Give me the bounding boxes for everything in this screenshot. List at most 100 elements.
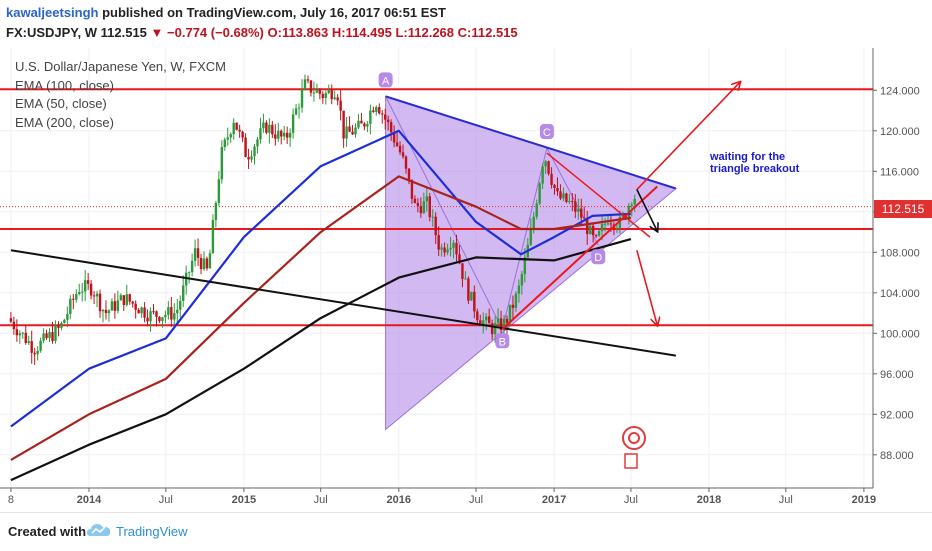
candle-body: [131, 301, 134, 304]
ema-line: [10, 175, 632, 461]
candle-body: [72, 298, 75, 300]
tradingview-cloud-icon: [86, 522, 112, 545]
candle-body: [211, 220, 215, 254]
candle-body: [425, 196, 428, 202]
time-tick-label: Jul: [779, 494, 793, 506]
candle-body: [220, 147, 224, 180]
candle-body: [104, 309, 108, 314]
ema-lines: [10, 129, 632, 482]
candle-body: [384, 114, 387, 120]
candle-body: [470, 291, 473, 301]
candle-body: [547, 161, 550, 174]
candle-body: [571, 201, 574, 203]
candle-body: [176, 309, 179, 314]
chart-legend: U.S. Dollar/Japanese Yen, W, FXCM EMA (1…: [15, 58, 226, 132]
candle-body: [208, 253, 212, 269]
candlesticks: [9, 74, 636, 365]
candle-body: [69, 298, 72, 315]
candle-body: [107, 310, 111, 314]
annotation-line-2: triangle breakout: [710, 163, 800, 175]
price-tick-label: 116.000: [880, 166, 919, 178]
candle-body: [354, 127, 357, 135]
projection-arrow: [636, 82, 740, 191]
candle-body: [196, 248, 200, 258]
tradingview-link[interactable]: TradingView: [116, 524, 188, 539]
projection-arrow: [636, 250, 657, 325]
author-link[interactable]: kawaljeetsingh: [6, 5, 99, 20]
candle-body: [490, 323, 494, 335]
candle-body: [51, 332, 54, 342]
candle-body: [161, 317, 164, 322]
candle-body: [226, 137, 229, 140]
candle-body: [48, 332, 51, 339]
price-tick-label: 124.000: [880, 85, 920, 97]
symbol-label: FX:USDJPY, W: [6, 25, 98, 40]
candle-body: [565, 193, 568, 202]
published-text: published on TradingView.com, July 16, 2…: [98, 5, 446, 20]
candle-body: [479, 320, 482, 326]
candle-body: [155, 311, 158, 317]
candle-body: [113, 301, 117, 311]
candle-body: [556, 188, 559, 192]
candle-body: [440, 247, 443, 250]
ema-line: [10, 129, 631, 428]
legend-ema200[interactable]: EMA (200, close): [15, 114, 114, 130]
projection-arrow: [636, 189, 657, 232]
candle-body: [280, 130, 283, 137]
candle-body: [182, 285, 185, 301]
candle-body: [574, 201, 577, 212]
candle-body: [336, 97, 339, 101]
candle-body: [389, 122, 393, 133]
candle-body: [348, 126, 351, 132]
candle-body: [21, 332, 24, 334]
pattern-point-label: D: [594, 252, 602, 264]
candle-body: [407, 168, 411, 180]
candle-body: [502, 318, 506, 331]
candle-body: [259, 128, 262, 140]
triangle-leg: [501, 147, 548, 330]
candle-body: [360, 120, 363, 124]
candle-body: [268, 124, 271, 133]
candle-body: [633, 198, 636, 205]
close-value: C:112.515: [457, 25, 518, 40]
candle-body: [75, 294, 78, 300]
candle-body: [493, 322, 497, 335]
pattern-point-badge: [539, 124, 554, 140]
candle-body: [505, 318, 509, 324]
candle-body: [499, 318, 503, 331]
candle-body: [630, 204, 633, 206]
watermark-ring-inner: [628, 432, 640, 444]
triangle-shading: [385, 95, 677, 431]
candle-body: [485, 316, 488, 321]
pattern-point-label: A: [382, 75, 390, 87]
pattern-point-label: C: [543, 127, 551, 139]
candle-body: [597, 231, 601, 236]
candle-body: [238, 129, 241, 132]
candle-body: [137, 309, 140, 314]
candle-body: [140, 307, 143, 314]
candle-body: [199, 257, 203, 270]
candle-body: [42, 333, 45, 341]
candle-body: [45, 333, 48, 339]
candle-body: [229, 134, 232, 138]
candle-body: [473, 291, 476, 312]
pattern-labels: A B C D: [378, 72, 606, 349]
candle-body: [482, 320, 485, 326]
candle-body: [149, 311, 152, 322]
legend-ema100[interactable]: EMA (100, close): [15, 77, 114, 93]
legend-ema50[interactable]: EMA (50, close): [15, 96, 107, 111]
candle-body: [553, 184, 556, 189]
candle-body: [158, 316, 161, 322]
candle-body: [33, 352, 36, 355]
candle-body: [375, 107, 378, 112]
candle-body: [86, 280, 90, 284]
time-tick-label: Jul: [159, 494, 173, 506]
candle-body: [265, 122, 268, 133]
candle-body: [312, 92, 316, 94]
candle-body: [413, 198, 417, 204]
candle-body: [333, 97, 336, 100]
price-tick-label: 88.000: [880, 450, 914, 462]
candle-body: [446, 249, 449, 253]
candle-body: [250, 156, 253, 160]
